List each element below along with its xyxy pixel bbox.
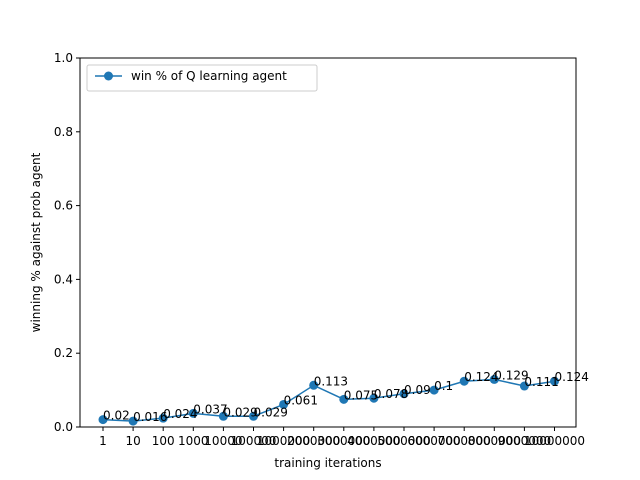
data-point-11 [429,385,439,395]
data-point-3 [188,408,198,418]
x-tick-label-13: 8000000 [468,434,521,448]
data-point-14 [519,381,529,391]
data-point-13 [489,374,499,384]
data-label-3: 0.037 [193,402,227,416]
data-label-13: 0.129 [494,368,528,382]
data-point-15 [550,376,559,386]
x-tick-label-1: 10 [125,434,140,448]
legend-marker-swatch [104,71,113,81]
data-point-0 [98,415,108,425]
x-tick-label-3: 1000 [178,434,209,448]
legend-box [86,64,318,92]
data-point-12 [459,376,469,386]
plot-frame [79,57,577,428]
data-label-11: 0.1 [434,379,453,393]
x-tick-label-9: 4000000 [347,434,400,448]
y-tick-label-5: 1.0 [54,51,73,65]
y-tick-label-0: 0.0 [54,420,73,434]
y-axis: 0.0 0.2 0.4 0.6 0.8 1.0 [54,51,80,434]
x-tick-label-7: 2000000 [287,434,340,448]
x-axis: 1 10 100 1000100001000001000000200000030000… [99,427,585,448]
data-label-5: 0.029 [254,405,288,419]
x-tick-label-12: 7000000 [437,434,490,448]
data-point-7 [309,380,319,390]
data-label-14: 0.111 [524,375,558,389]
data-label-12: 0.124 [464,370,498,384]
data-point-8 [339,394,349,404]
legend: win % of Q learning agent [86,64,318,92]
x-axis-label: training iterations [274,456,381,470]
y-tick-label-3: 0.6 [54,199,73,213]
data-point-10 [399,389,409,399]
x-tick-label-15: 10000000 [524,434,585,448]
data-labels: 0.02 0.0160.0240.0370.0290.0290.0610.1130… [103,368,589,424]
x-tick-label-0: 1 [99,434,107,448]
y-axis-label: winning % against prob agent [29,152,43,332]
data-point-5 [249,411,258,421]
x-tick-label-11: 6000000 [407,434,460,448]
x-tick-label-8: 3000000 [317,434,370,448]
x-tick-label-14: 9000000 [498,434,551,448]
data-label-10: 0.09 [404,383,431,397]
y-tick-label-2: 0.4 [54,272,73,286]
data-point-4 [218,411,228,421]
y-tick-label-1: 0.2 [54,346,73,360]
data-label-0: 0.02 [103,409,130,423]
data-point-9 [369,393,379,403]
x-tick-label-6: 1000000 [257,434,310,448]
data-label-15: 0.124 [555,370,589,384]
x-tick-label-2: 100 [152,434,175,448]
series-markers [98,374,559,426]
x-tick-label-5: 100000 [231,434,277,448]
plot-area [80,58,576,427]
data-label-6: 0.061 [284,393,318,407]
y-tick-label-4: 0.8 [54,125,73,139]
series-line [102,378,555,422]
data-label-8: 0.075 [344,388,378,402]
data-point-2 [158,413,168,423]
legend-label: win % of Q learning agent [131,69,287,83]
data-point-1 [128,416,138,426]
x-tick-label-10: 5000000 [377,434,430,448]
data-label-9: 0.078 [374,387,408,401]
data-label-1: 0.016 [133,410,167,424]
data-label-2: 0.024 [163,407,197,421]
data-label-4: 0.029 [223,405,257,419]
data-point-6 [279,399,289,409]
data-label-7: 0.113 [314,374,348,388]
x-tick-label-4: 10000 [204,434,242,448]
